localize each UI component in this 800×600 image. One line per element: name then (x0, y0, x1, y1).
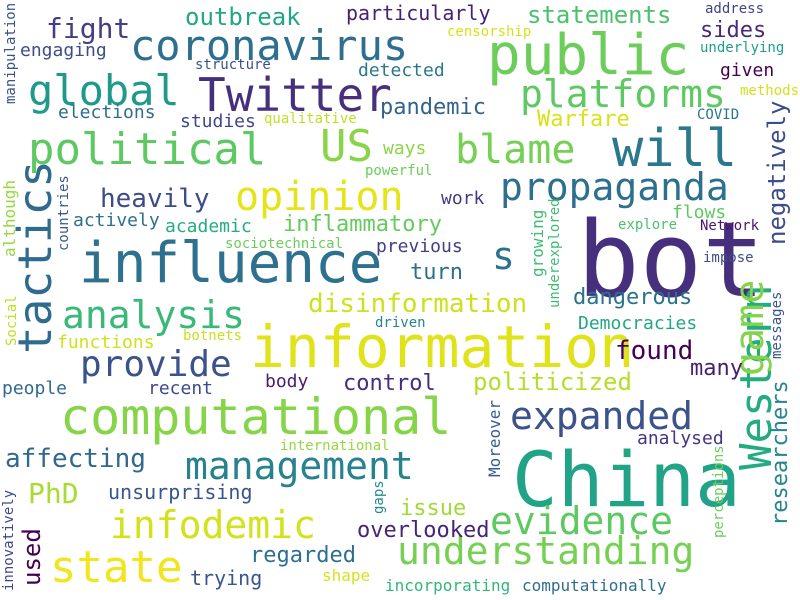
word-expanded: expanded (510, 394, 694, 438)
word-many: many (690, 356, 743, 381)
word-negatively: negatively (763, 100, 791, 246)
word-found: found (615, 336, 694, 366)
word-international: international (280, 438, 390, 454)
word-social: Social (4, 295, 20, 346)
word-network: Network (700, 218, 760, 234)
word-covid: COVID (697, 107, 740, 123)
word-underexplored: underexplored (547, 198, 563, 308)
word-evidence: evidence (490, 499, 674, 543)
word-coronavirus: coronavirus (130, 21, 409, 70)
word-trying: trying (190, 566, 263, 590)
word-global: global (28, 66, 180, 115)
word-control: control (343, 371, 436, 396)
word-powerful: powerful (365, 163, 433, 179)
word-flows: flows (672, 202, 727, 223)
word-state: state (50, 542, 183, 593)
word-previous: previous (376, 236, 463, 257)
word-china: China (512, 435, 741, 524)
word-innovatively: innovatively (1, 489, 17, 591)
word-understanding: understanding (397, 529, 695, 573)
word-perceptions: perceptions (711, 445, 727, 538)
word-fight: fight (46, 12, 131, 45)
word-work: work (441, 188, 485, 209)
word-politicized: politicized (473, 368, 632, 396)
word-statements: statements (527, 1, 672, 29)
word-although: although (0, 179, 19, 257)
word-heavily: heavily (100, 184, 210, 214)
word-impose: impose (703, 250, 754, 266)
word-manipulation: manipulation (3, 2, 19, 104)
word-analysis: analysis (62, 293, 246, 337)
word-incorporating: incorporating (385, 576, 511, 595)
word-phd: PhD (28, 477, 79, 510)
word-underlying: underlying (700, 40, 785, 56)
word-countries: countries (56, 175, 72, 251)
word-regarded: regarded (250, 543, 356, 568)
word-management: management (185, 444, 414, 488)
word-affecting: affecting (5, 444, 146, 474)
word-opinion: opinion (235, 174, 404, 220)
word-methods: methods (740, 83, 800, 99)
word-studies: studies (180, 111, 256, 132)
word-computationally: computationally (522, 576, 667, 595)
word-growing: growing (528, 209, 547, 277)
word-given: given (720, 60, 775, 81)
word-infodemic: infodemic (110, 503, 316, 547)
word-computational: computational (60, 388, 452, 446)
word-engaging: engaging (20, 40, 107, 61)
word-academic: academic (165, 216, 252, 237)
word-analysed: analysed (637, 428, 724, 449)
word-democracies: Democracies (578, 313, 698, 334)
word-shape: shape (322, 566, 371, 585)
word-influence: influence (79, 231, 383, 296)
word-structure: structure (195, 57, 271, 73)
word-particularly: particularly (346, 1, 491, 25)
word-detected: detected (358, 60, 445, 81)
word-turn: turn (410, 260, 463, 285)
word-gaps: gaps (371, 480, 387, 514)
word-twitter: Twitter (198, 68, 392, 122)
word-ways: ways (383, 138, 427, 159)
word-botnets: botnets (183, 328, 243, 344)
word-researchers: researchers (768, 380, 793, 526)
word-public: public (487, 23, 690, 88)
word-bot: bot (577, 199, 765, 321)
word-us: US (320, 121, 373, 172)
word-unsurprising: unsurprising (108, 480, 253, 504)
word-sides: sides (700, 18, 767, 43)
word-information: information (250, 313, 635, 381)
word-qualitative: qualitative (264, 111, 357, 127)
word-censorship: censorship (447, 24, 532, 40)
word-explore: explore (618, 217, 678, 233)
word-recent: recent (148, 378, 214, 399)
word-dangerous: dangerous (573, 285, 693, 310)
word-warfare: Warfare (537, 107, 630, 132)
word-body: body (265, 371, 309, 392)
word-political: political (28, 124, 267, 175)
word-actively: actively (73, 210, 160, 231)
word-messages: messages (769, 291, 785, 359)
word-will: will (612, 119, 738, 179)
word-overlooked: overlooked (357, 518, 490, 543)
word-pandemic: pandemic (380, 95, 486, 120)
word-inflammatory: inflammatory (283, 212, 442, 237)
word-platforms: platforms (520, 72, 726, 116)
word-used: used (18, 528, 46, 586)
word-functions: functions (57, 332, 155, 353)
word-moreover: Moreover (485, 399, 504, 477)
word-address: address (705, 1, 765, 17)
word-blame: blame (455, 127, 576, 173)
word-elections: elections (58, 102, 156, 123)
word-people: people (2, 378, 68, 399)
word-issue: issue (400, 496, 467, 521)
word-provide: provide (80, 344, 232, 385)
word-s: s (492, 234, 515, 278)
word-sociotechnical: sociotechnical (225, 236, 344, 252)
word-disinformation: disinformation (308, 289, 528, 319)
word-outbreak: outbreak (185, 3, 301, 31)
word-driven: driven (375, 315, 426, 331)
word-propaganda: propaganda (500, 165, 729, 209)
